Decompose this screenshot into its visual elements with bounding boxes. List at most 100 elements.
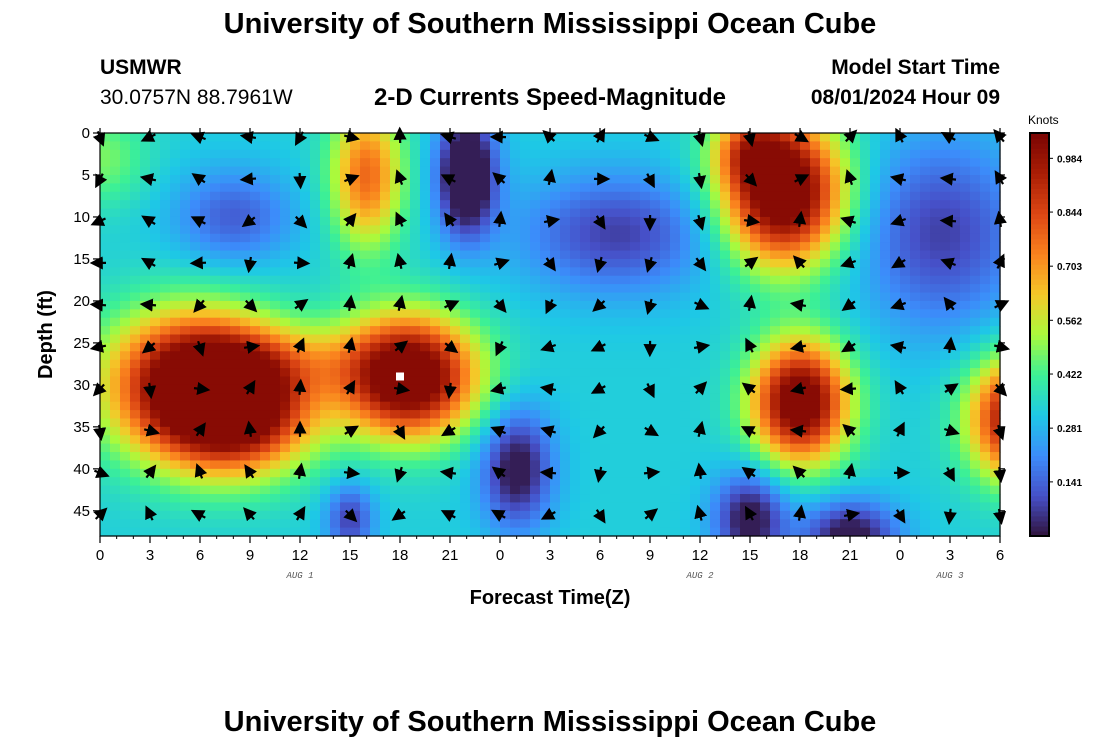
heatmap-cell xyxy=(780,410,791,420)
heatmap-cell xyxy=(920,351,931,361)
heatmap-cell xyxy=(950,443,961,453)
heatmap-cell xyxy=(710,410,721,420)
heatmap-cell xyxy=(180,216,191,226)
heatmap-cell xyxy=(430,141,441,151)
heatmap-cell xyxy=(390,275,401,285)
heatmap-cell xyxy=(190,166,201,176)
heatmap-cell xyxy=(200,494,211,504)
heatmap-cell xyxy=(770,435,781,445)
current-arrow xyxy=(243,420,257,437)
heatmap-cell xyxy=(820,494,831,504)
heatmap-cell xyxy=(940,317,951,327)
heatmap-cell xyxy=(510,384,521,394)
heatmap-cell xyxy=(770,418,781,428)
heatmap-cell xyxy=(910,342,921,352)
heatmap-cell xyxy=(370,275,381,285)
heatmap-cell xyxy=(380,468,391,478)
heatmap-cell xyxy=(850,326,861,336)
heatmap-cell xyxy=(570,502,581,512)
heatmap-cell xyxy=(480,426,491,436)
heatmap-cell xyxy=(800,250,811,260)
heatmap-cell xyxy=(670,317,681,327)
heatmap-cell xyxy=(510,242,521,252)
heatmap-cell xyxy=(160,233,171,243)
heatmap-cell xyxy=(370,174,381,184)
heatmap-cell xyxy=(610,502,621,512)
heatmap-cell xyxy=(380,300,391,310)
heatmap-cell xyxy=(660,250,671,260)
heatmap-cell xyxy=(430,292,441,302)
heatmap-cell xyxy=(580,258,591,268)
heatmap-cell xyxy=(480,158,491,168)
heatmap-cell xyxy=(720,519,731,529)
heatmap-cell xyxy=(420,410,431,420)
heatmap-cell xyxy=(780,225,791,235)
heatmap-cell xyxy=(660,477,671,487)
heatmap-cell xyxy=(870,384,881,394)
heatmap-cell xyxy=(350,191,361,201)
heatmap-cell xyxy=(980,133,991,142)
current-arrow xyxy=(441,423,456,437)
heatmap-cell xyxy=(730,410,741,420)
heatmap-cell xyxy=(550,418,561,428)
heatmap-cell xyxy=(150,485,161,495)
heatmap-cell xyxy=(900,460,911,470)
heatmap-cell xyxy=(630,250,641,260)
current-arrow xyxy=(890,297,907,311)
heatmap-cell xyxy=(330,460,341,470)
heatmap-cell xyxy=(670,502,681,512)
heatmap-cell xyxy=(860,376,871,386)
heatmap-cell xyxy=(180,485,191,495)
heatmap-cell xyxy=(130,342,141,352)
heatmap-cell xyxy=(820,502,831,512)
heatmap-cell xyxy=(280,376,291,386)
heatmap-cell xyxy=(260,292,271,302)
heatmap-cell xyxy=(470,460,481,470)
heatmap-cell xyxy=(150,208,161,218)
heatmap-cell xyxy=(320,443,331,453)
heatmap-cell xyxy=(300,158,311,168)
heatmap-cell xyxy=(660,183,671,193)
heatmap-cell xyxy=(800,368,811,378)
heatmap-cell xyxy=(470,292,481,302)
heatmap-cell xyxy=(590,443,601,453)
heatmap-cell xyxy=(280,208,291,218)
heatmap-cell xyxy=(640,519,651,529)
heatmap-cell xyxy=(200,393,211,403)
heatmap-cell xyxy=(240,166,251,176)
heatmap-cell xyxy=(710,460,721,470)
heatmap-cell xyxy=(120,376,131,386)
heatmap-cell xyxy=(930,141,941,151)
heatmap-cell xyxy=(190,149,201,159)
heatmap-cell xyxy=(180,267,191,277)
heatmap-cell xyxy=(740,233,751,243)
y-tick-label: 20 xyxy=(73,293,90,310)
heatmap-cell xyxy=(220,292,231,302)
heatmap-cell xyxy=(710,141,721,151)
heatmap-cell xyxy=(310,292,321,302)
heatmap-cell xyxy=(310,334,321,344)
heatmap-cell xyxy=(670,452,681,462)
heatmap-cell xyxy=(280,468,291,478)
heatmap-cell xyxy=(810,527,821,537)
heatmap-cell xyxy=(620,384,631,394)
heatmap-cell xyxy=(390,452,401,462)
heatmap-cell xyxy=(470,275,481,285)
heatmap-cell xyxy=(660,527,671,537)
heatmap-cell xyxy=(410,510,421,520)
heatmap-cell xyxy=(840,485,851,495)
heatmap-cell xyxy=(530,485,541,495)
heatmap-cell xyxy=(480,334,491,344)
current-arrow xyxy=(740,426,756,439)
heatmap-cell xyxy=(220,200,231,210)
heatmap-cell xyxy=(290,494,301,504)
heatmap-cell xyxy=(240,494,251,504)
heatmap-cell xyxy=(920,326,931,336)
heatmap-cell xyxy=(330,510,341,520)
heatmap-cell xyxy=(970,166,981,176)
heatmap-cell xyxy=(750,418,761,428)
heatmap-cell xyxy=(910,410,921,420)
heatmap-cell xyxy=(650,183,661,193)
heatmap-cell xyxy=(880,233,891,243)
heatmap-cell xyxy=(140,351,151,361)
